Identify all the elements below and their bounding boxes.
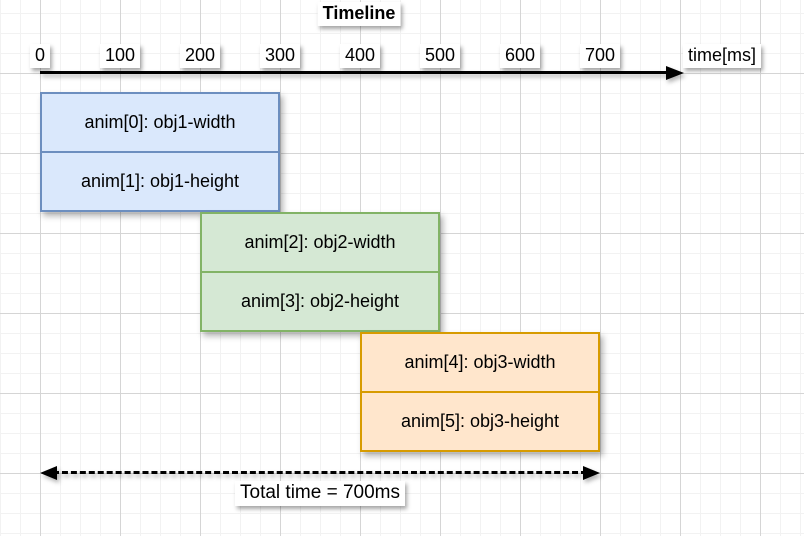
axis-tick-400: 400	[339, 44, 381, 68]
axis-tick-700: 700	[579, 44, 621, 68]
anim-bar-3-label: anim[3]: obj2-height	[240, 291, 400, 311]
axis-tick-0: 0	[29, 44, 51, 68]
track-obj1: anim[0]: obj1-width anim[1]: obj1-height	[40, 92, 280, 212]
track-obj2: anim[2]: obj2-width anim[3]: obj2-height	[200, 212, 440, 332]
anim-bar-0-label: anim[0]: obj1-width	[84, 112, 236, 132]
axis-tick-200: 200	[179, 44, 221, 68]
dashed-line	[53, 471, 587, 474]
anim-bar-3: anim[3]: obj2-height	[202, 271, 438, 330]
track-obj3: anim[4]: obj3-width anim[5]: obj3-height	[360, 332, 600, 452]
time-axis-line	[40, 71, 668, 74]
arrowhead-right-icon	[583, 466, 600, 480]
anim-bar-4: anim[4]: obj3-width	[362, 334, 598, 391]
anim-bar-1-label: anim[1]: obj1-height	[80, 171, 240, 191]
arrowhead-left-icon	[40, 466, 57, 480]
total-time-label: Total time = 700ms	[235, 481, 405, 506]
anim-bar-1: anim[1]: obj1-height	[42, 151, 278, 210]
anim-bar-2: anim[2]: obj2-width	[202, 214, 438, 271]
anim-bar-5-label: anim[5]: obj3-height	[400, 411, 560, 431]
axis-unit-label: time[ms]	[682, 44, 762, 68]
axis-tick-300: 300	[259, 44, 301, 68]
axis-tick-500: 500	[419, 44, 461, 68]
anim-bar-4-label: anim[4]: obj3-width	[404, 352, 556, 372]
axis-tick-100: 100	[99, 44, 141, 68]
total-time-arrow	[40, 465, 600, 481]
anim-bar-2-label: anim[2]: obj2-width	[244, 232, 396, 252]
diagram-title: Timeline	[317, 2, 401, 26]
anim-bar-0: anim[0]: obj1-width	[42, 94, 278, 151]
time-axis-arrowhead-icon	[666, 65, 684, 80]
axis-tick-600: 600	[499, 44, 541, 68]
anim-bar-5: anim[5]: obj3-height	[362, 391, 598, 450]
